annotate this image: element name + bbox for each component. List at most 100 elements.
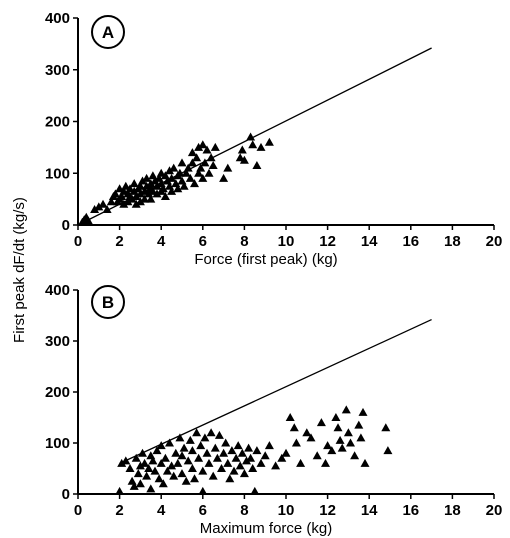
panel-label: B	[102, 293, 114, 312]
data-point-triangle	[148, 171, 158, 180]
data-point-triangle	[187, 446, 197, 455]
x-tick-label: 4	[157, 502, 166, 519]
data-point-triangle	[173, 458, 183, 467]
data-point-triangle	[175, 168, 185, 177]
chart-panel-b: 0 100 200 300 400 0 2 4 6 8 10 12 14 16 18 20 Maximum fo…	[45, 282, 502, 537]
data-point-triangle	[135, 181, 145, 190]
data-point-triangle	[231, 453, 241, 462]
data-point-triangle	[206, 153, 216, 162]
data-point-triangle	[121, 181, 131, 190]
x-tick-label: 20	[486, 233, 503, 250]
data-point-triangle	[106, 197, 116, 206]
data-point-triangle	[341, 405, 351, 414]
data-point-triangle	[198, 466, 208, 475]
data-point-triangle	[156, 441, 166, 450]
data-point-triangle	[94, 202, 104, 211]
x-tick-label: 10	[278, 233, 295, 250]
data-point-triangle	[158, 184, 168, 193]
data-point-triangle	[135, 197, 145, 206]
data-point-triangle	[227, 446, 237, 455]
data-point-triangle	[235, 461, 245, 470]
x-axis-label: Force (first peak) (kg)	[194, 251, 337, 268]
data-point-triangle	[291, 438, 301, 447]
data-point-triangle	[133, 469, 143, 478]
data-point-triangle	[271, 461, 281, 470]
data-point-triangle	[138, 448, 147, 457]
data-point-triangle	[129, 481, 139, 490]
data-point-triangle	[181, 476, 191, 485]
data-point-triangle	[233, 441, 243, 450]
data-point-triangle	[333, 423, 343, 432]
data-point-triangle	[142, 173, 152, 182]
data-point-triangle	[115, 486, 125, 495]
x-axis-label: Maximum force (kg)	[200, 520, 333, 537]
data-point-triangle	[154, 474, 164, 483]
data-point-triangle	[127, 194, 137, 203]
data-point-triangle	[221, 438, 231, 447]
data-point-triangle	[179, 443, 189, 452]
data-point-triangle	[321, 458, 330, 467]
data-point-triangle	[192, 153, 202, 162]
data-point-triangle	[140, 458, 150, 467]
data-point-triangle	[229, 466, 239, 475]
data-point-triangle	[152, 446, 162, 455]
data-point-triangle	[167, 186, 177, 195]
data-point-triangle	[165, 166, 174, 175]
y-tick-label: 300	[45, 62, 70, 79]
data-point-triangle	[358, 407, 368, 416]
panel-label: A	[102, 23, 114, 42]
x-tick-label: 10	[278, 502, 295, 519]
data-point-triangle	[210, 443, 220, 452]
y-tick-label: 300	[45, 333, 70, 350]
data-point-triangle	[152, 181, 162, 190]
data-point-triangle	[156, 458, 166, 467]
data-point-triangle	[177, 158, 187, 167]
data-point-triangle	[187, 148, 197, 157]
data-point-triangle	[192, 428, 202, 437]
x-tick-label: 18	[444, 233, 461, 250]
data-point-triangle	[165, 438, 174, 447]
x-tick-label: 2	[115, 502, 123, 519]
data-point-triangle	[190, 179, 199, 188]
data-point-triangle	[125, 464, 135, 472]
data-point-triangle	[354, 420, 364, 429]
data-point-triangle	[115, 184, 125, 193]
x-tick-label: 16	[402, 233, 419, 250]
data-point-triangle	[285, 413, 295, 421]
y-tick-label: 0	[62, 217, 70, 234]
x-tick-label: 0	[74, 233, 82, 250]
data-point-triangle	[160, 192, 170, 200]
data-point-triangle	[208, 161, 218, 169]
data-point-triangle	[187, 464, 197, 472]
data-point-triangle	[142, 471, 152, 480]
data-point-triangle	[289, 423, 299, 432]
data-point-triangle	[264, 441, 274, 450]
data-point-triangle	[246, 453, 256, 462]
shared-y-axis-label: First peak dF/dt (kg/s)	[11, 197, 28, 343]
data-point-triangle	[102, 205, 112, 213]
data-point-triangle	[181, 168, 191, 177]
data-point-triangle	[219, 173, 229, 182]
data-point-triangle	[208, 471, 218, 480]
data-point-triangle	[202, 448, 212, 457]
data-point-triangle	[183, 163, 193, 172]
data-point-triangle	[200, 433, 210, 442]
data-point-triangle	[214, 430, 224, 439]
x-tick-label: 0	[74, 502, 82, 519]
data-point-triangle	[177, 451, 187, 460]
x-tick-label: 8	[240, 233, 248, 250]
x-tick-label: 12	[319, 502, 336, 519]
data-point-triangle	[256, 142, 266, 151]
data-point-triangle	[194, 453, 204, 462]
data-point-triangle	[140, 194, 150, 203]
data-point-triangle	[235, 153, 245, 162]
data-point-triangle	[185, 173, 195, 182]
chart-panel-a: 0 100 200 300 400 0 2 4 6 8 10 12 14 16 18 20 Force (fir…	[45, 10, 502, 268]
data-point-triangle	[146, 484, 156, 493]
data-point-triangle	[148, 456, 158, 465]
data-point-triangle	[158, 479, 168, 488]
data-point-triangle	[350, 451, 360, 460]
data-point-triangle	[83, 216, 93, 225]
data-point-triangle	[198, 140, 208, 149]
